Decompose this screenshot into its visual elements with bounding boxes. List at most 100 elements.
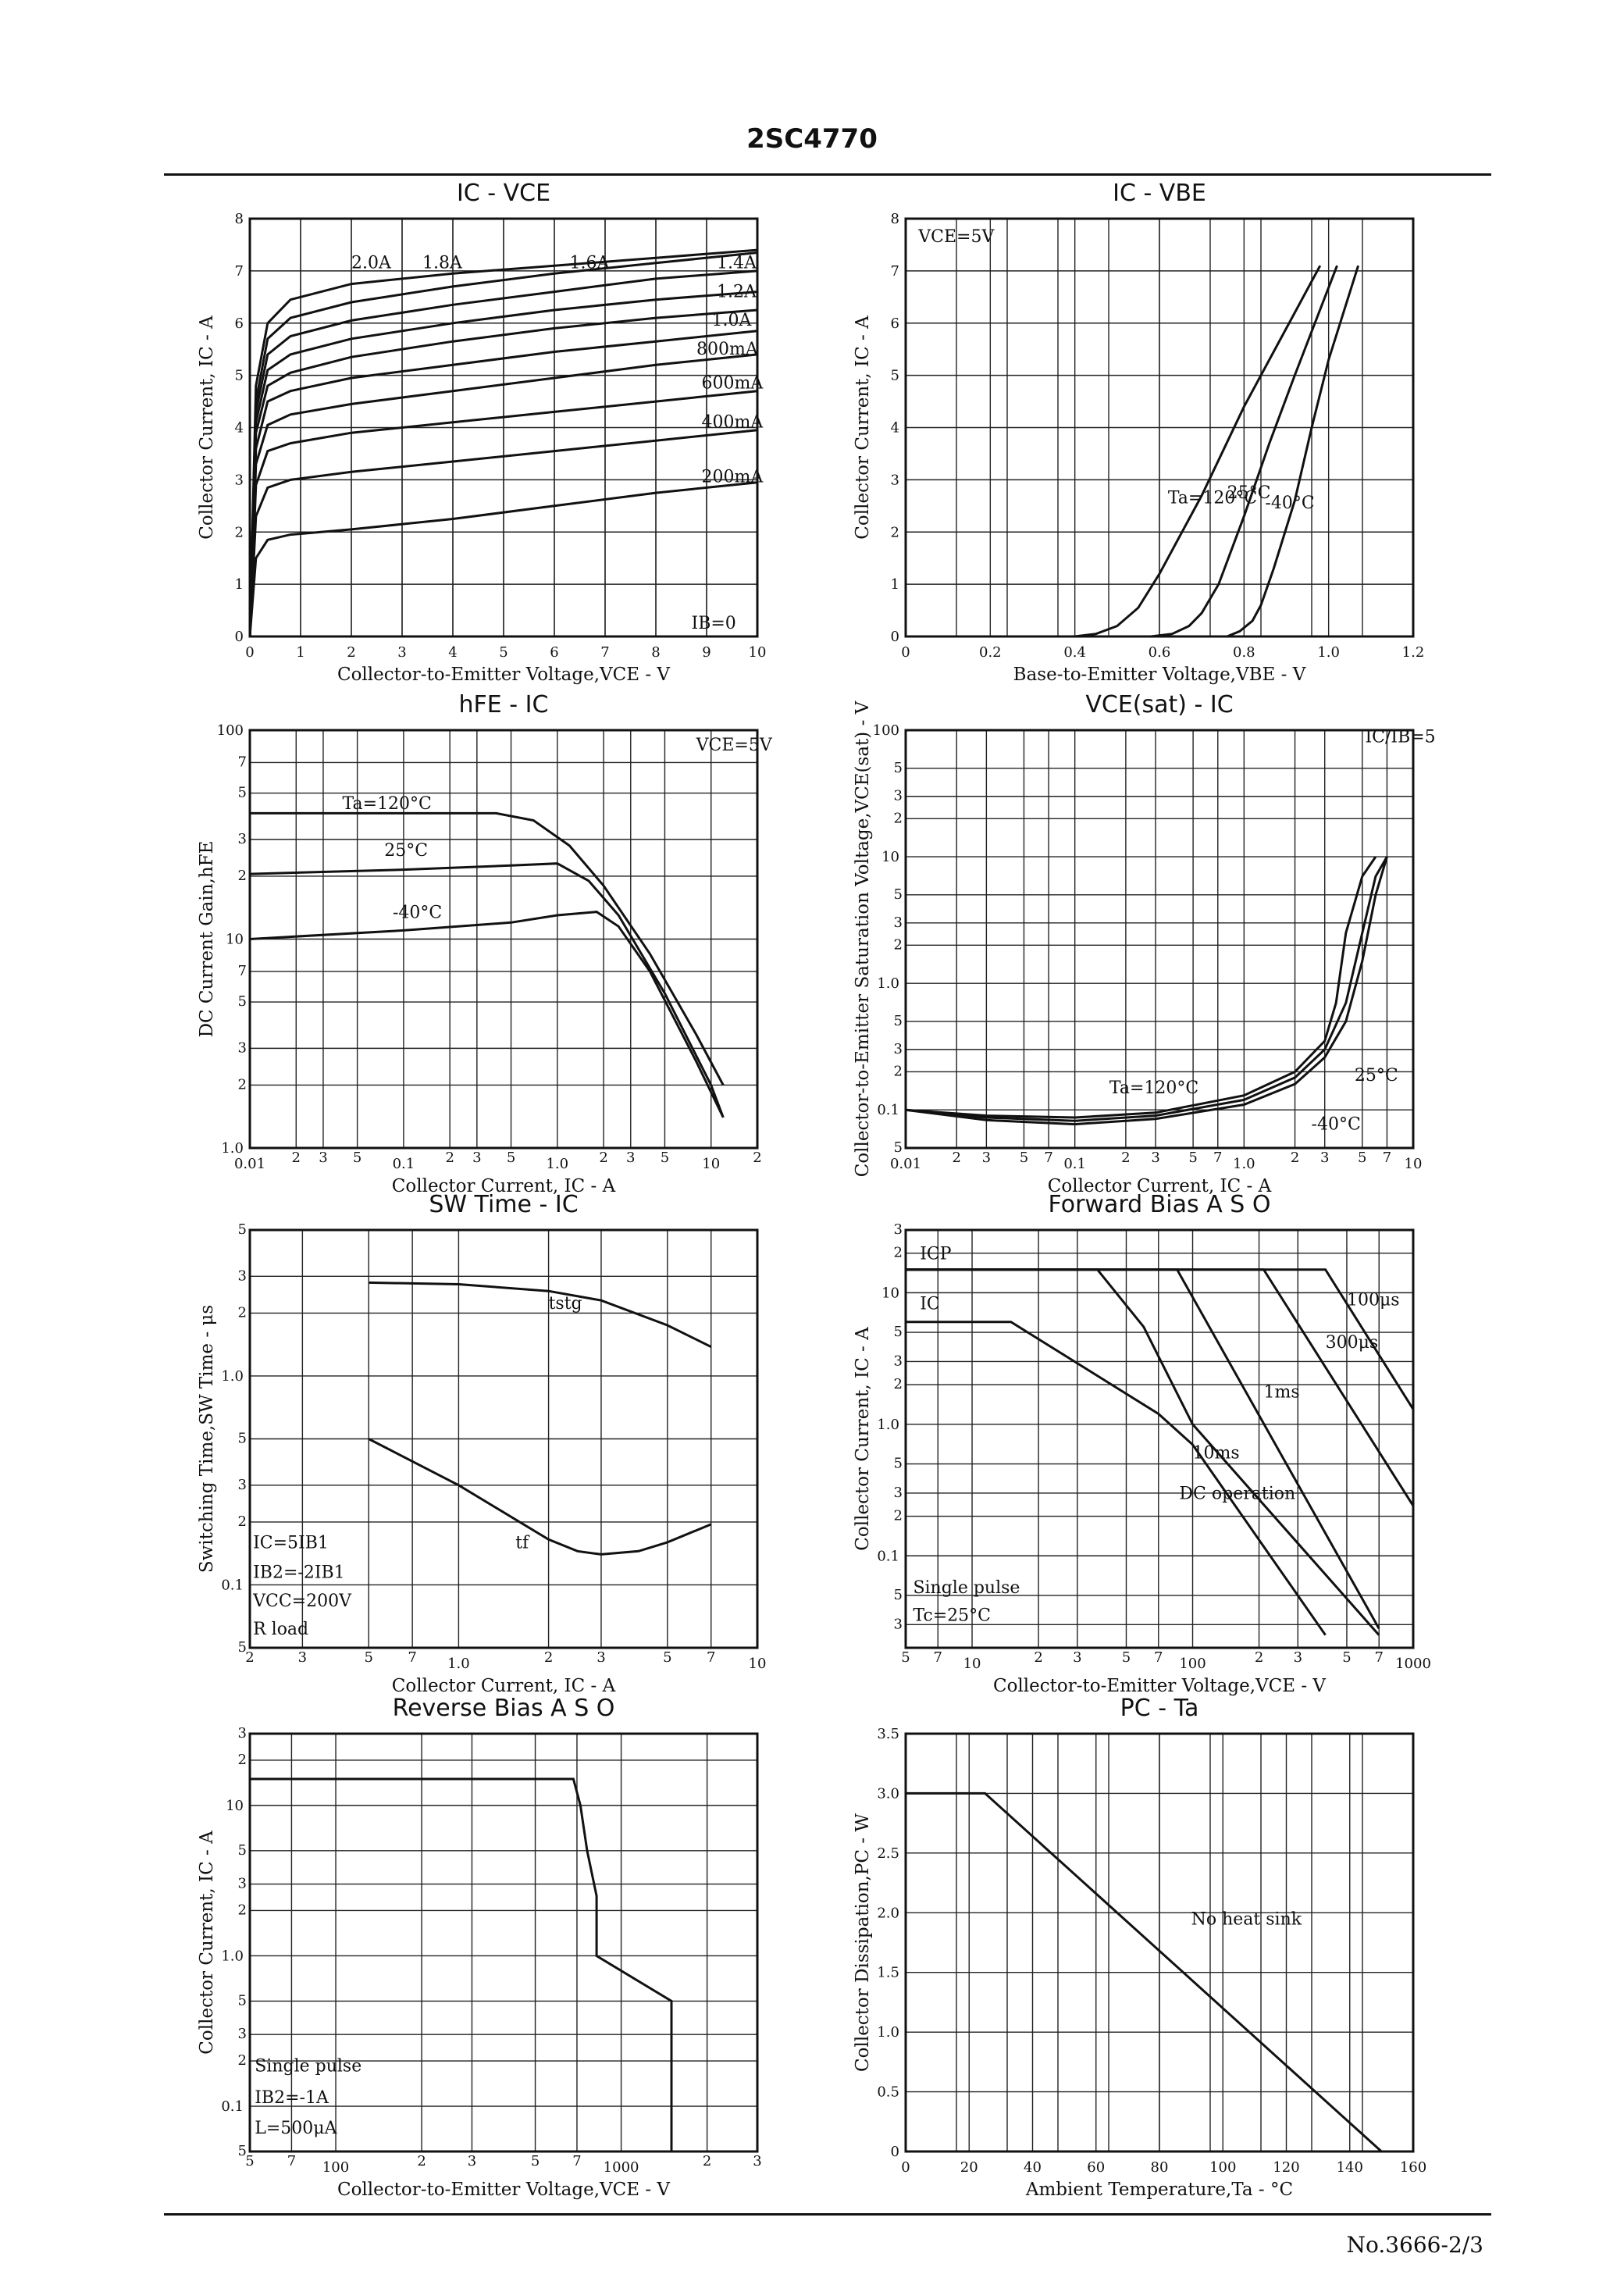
chart-annotation: IB2=-1A	[255, 2088, 329, 2108]
x-tick-label: 0.6	[1149, 644, 1171, 661]
x-minor-tick-label: 3	[1073, 1649, 1081, 1666]
y-tick-label: 1.0	[221, 1368, 244, 1385]
x-tick-label: 6	[550, 644, 558, 661]
y-axis-label: Collector Current, IC - A	[853, 1327, 873, 1551]
plot-frame	[904, 1732, 1415, 2153]
y-minor-tick-label: 5	[894, 1013, 903, 1029]
y-tick-label: 2	[235, 524, 244, 540]
chart-annotation: 25°C	[1227, 483, 1271, 503]
y-tick-label: 10	[881, 849, 899, 865]
y-minor-tick-label: 5	[238, 785, 247, 801]
plot-frame	[904, 729, 1415, 1150]
x-minor-tick-label: 5	[1188, 1150, 1197, 1166]
x-minor-tick-label: 3	[472, 1150, 481, 1166]
y-minor-tick-label: 5	[894, 1587, 903, 1603]
y-minor-tick-label: 2	[894, 1063, 903, 1079]
x-minor-tick-label: 3	[982, 1150, 991, 1166]
x-minor-tick-label: 5	[901, 1649, 910, 1666]
x-tick-label: 0.8	[1233, 644, 1255, 661]
x-minor-tick-label: 3	[468, 2153, 476, 2169]
top-rule	[164, 173, 1491, 176]
chart-annotation: IC	[920, 1294, 940, 1314]
x-minor-tick-label: 5	[245, 2153, 254, 2169]
x-minor-tick-label: 2	[1121, 1150, 1130, 1166]
x-minor-tick-label: 7	[1213, 1150, 1222, 1166]
chart-annotation: 100μs	[1347, 1291, 1400, 1310]
x-tick-label: 1.0	[546, 1156, 568, 1172]
x-minor-tick-label: 7	[1375, 1649, 1384, 1666]
y-axis-label: Collector Current, IC - A	[197, 315, 217, 540]
x-tick-label: 1	[296, 644, 304, 661]
series-line-25-c	[1151, 265, 1338, 638]
y-axis-label: Collector-to-Emitter Saturation Voltage,…	[853, 701, 873, 1177]
series-line-1-8a	[248, 251, 758, 637]
x-tick-label: 0.4	[1063, 644, 1086, 661]
x-minor-tick-label: 5	[353, 1150, 361, 1166]
x-tick-label: 0.01	[890, 1156, 921, 1172]
chart-annotation: -40°C	[1312, 1114, 1361, 1134]
x-tick-label: 10	[702, 1156, 720, 1172]
chart-annotation: 200mA	[702, 468, 764, 487]
x-minor-tick-label: 7	[287, 2153, 296, 2169]
y-minor-tick-label: 5	[238, 1221, 247, 1238]
y-minor-tick-label: 2	[238, 2052, 247, 2069]
y-tick-label: 8	[891, 211, 899, 227]
y-minor-tick-label: 5	[238, 2143, 247, 2159]
x-minor-tick-label: 2	[1034, 1649, 1042, 1666]
chart-annotation: Ta=120°C	[1168, 488, 1257, 508]
series-line--40-c	[1227, 265, 1360, 638]
y-minor-tick-label: 3	[238, 1876, 247, 1892]
y-tick-label: 1.0	[877, 2024, 899, 2041]
x-tick-label: 0.01	[234, 1156, 265, 1172]
chart-title: Reverse Bias A S O	[393, 1695, 615, 1722]
chart-annotation: VCE=5V	[696, 736, 773, 755]
series-line-1-4a	[248, 291, 758, 637]
x-minor-tick-label: 5	[663, 1649, 671, 1666]
x-tick-label: 1000	[604, 2159, 639, 2176]
x-tick-label: 5	[499, 644, 508, 661]
chart-annotation: 25°C	[384, 841, 428, 861]
y-tick-label: 1.0	[877, 975, 899, 992]
y-tick-label: 1.5	[877, 1965, 899, 1981]
x-minor-tick-label: 5	[661, 1150, 669, 1166]
x-minor-tick-label: 5	[365, 1649, 373, 1666]
series-line-200ma	[248, 481, 758, 637]
y-tick-label: 10	[226, 932, 244, 948]
x-tick-label: 1000	[1395, 1656, 1431, 1672]
x-minor-tick-label: 7	[572, 2153, 581, 2169]
y-minor-tick-label: 2	[894, 1508, 903, 1524]
chart-annotation: 10ms	[1193, 1444, 1240, 1463]
y-minor-tick-label: 2	[238, 1752, 247, 1768]
y-tick-label: 100	[873, 722, 899, 739]
y-tick-label: 8	[235, 211, 244, 227]
y-tick-label: 2.0	[877, 1905, 899, 1921]
chart-fb-aso: Forward Bias A S O 10 100 1000 5 7 2 3 5 7 2 3 5 7 0.1…	[853, 1191, 1431, 1696]
x-tick-label: 7	[600, 644, 609, 661]
chart-annotation: 600mA	[702, 373, 764, 393]
series-line-800ma	[248, 353, 758, 637]
y-minor-tick-label: 3	[894, 1221, 903, 1238]
y-minor-tick-label: 5	[894, 1456, 903, 1472]
y-minor-tick-label: 3	[894, 788, 903, 804]
grid	[250, 730, 757, 1148]
chart-annotation: DC operation	[1179, 1485, 1295, 1504]
y-axis-label: Collector Current, IC - A	[197, 1831, 217, 2055]
grid	[250, 1230, 757, 1648]
series-line--40-c	[249, 911, 725, 1118]
chart-annotation: Ta=120°C	[343, 794, 432, 814]
y-minor-tick-label: 3	[238, 1039, 247, 1056]
x-minor-tick-label: 2	[1291, 1150, 1299, 1166]
x-minor-tick-label: 2	[292, 1150, 301, 1166]
chart-sw-time-ic: SW Time - IC1.0 102 3 5 7 2 3 5 70.11.05235235Co…	[197, 1191, 766, 1696]
x-tick-label: 20	[960, 2159, 978, 2176]
chart-annotation: tf	[515, 1533, 530, 1553]
x-minor-tick-label: 7	[1383, 1150, 1391, 1166]
y-minor-tick-label: 3	[894, 914, 903, 931]
y-tick-label: 3	[235, 472, 244, 488]
x-minor-tick-label: 3	[298, 1649, 307, 1666]
y-minor-tick-label: 5	[894, 886, 903, 903]
y-minor-tick-label: 3	[894, 1485, 903, 1501]
x-tick-label: 2	[347, 644, 355, 661]
chart-annotation: VCC=200V	[252, 1592, 352, 1611]
series-line-25-c	[249, 862, 725, 1118]
